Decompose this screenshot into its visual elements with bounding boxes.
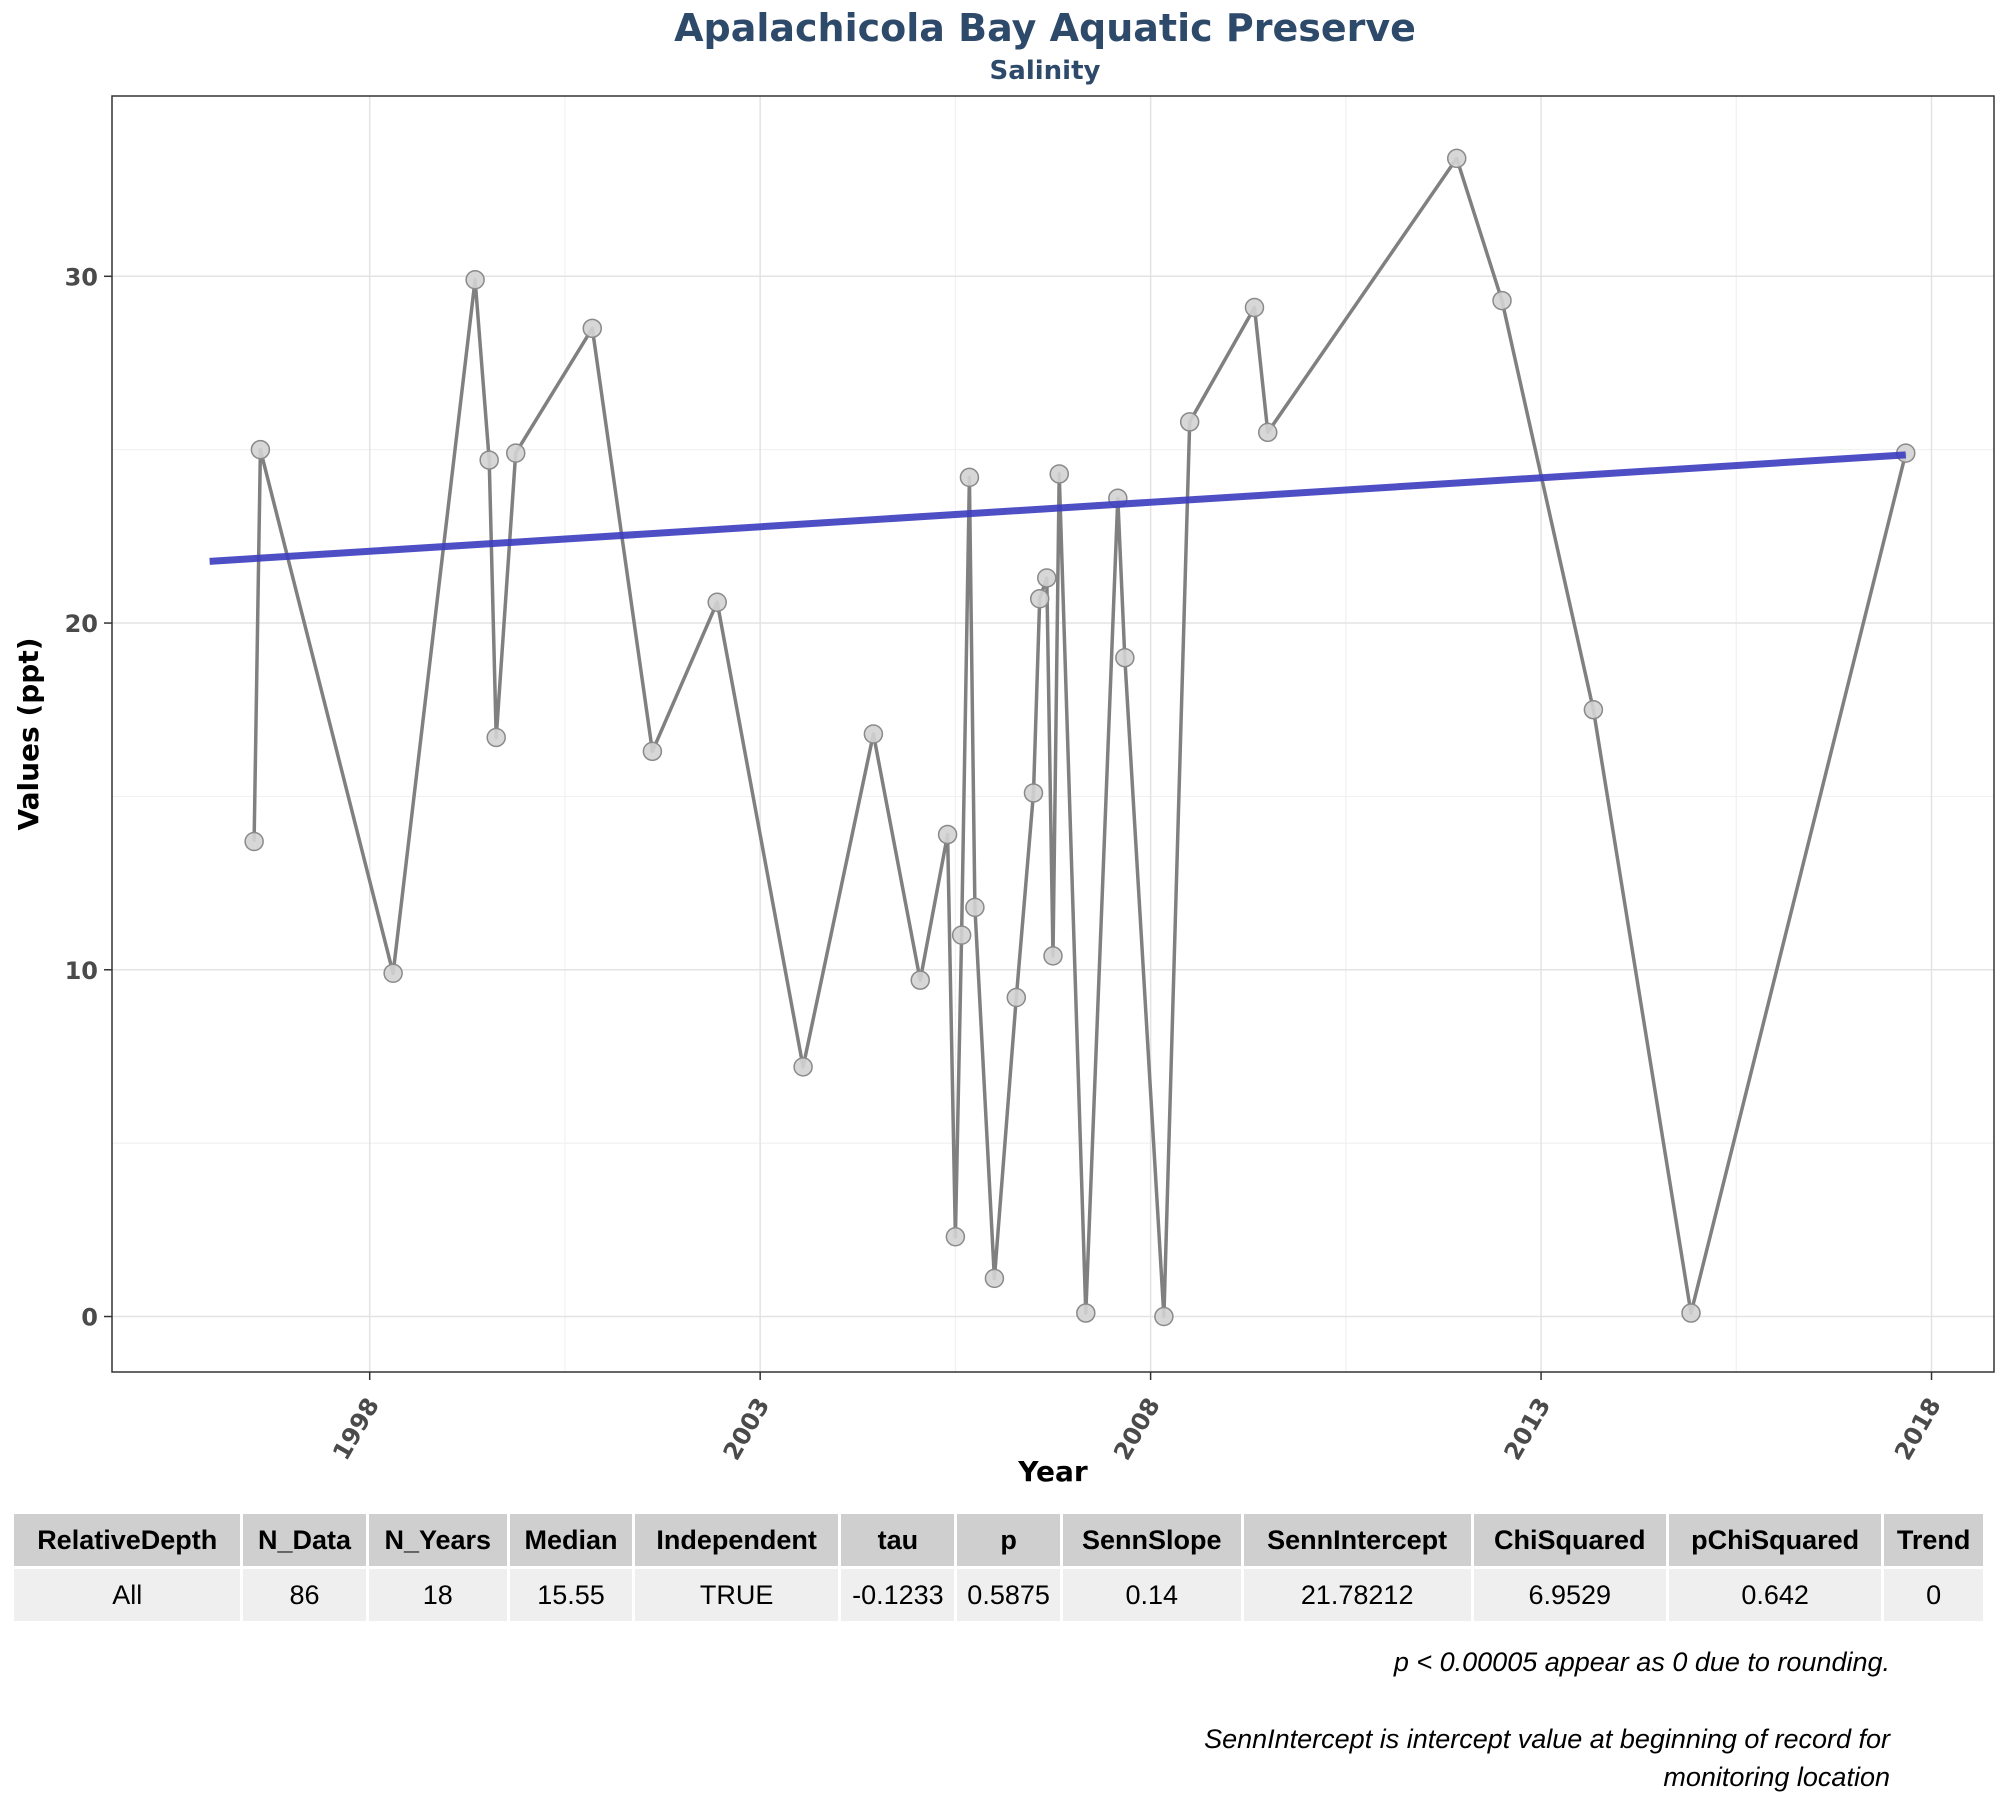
table-cell: 18 [367,1566,510,1621]
table-cell: All [14,1566,244,1621]
data-point [863,724,884,744]
data-point [383,963,403,983]
data-point [505,443,526,463]
data-point [1115,647,1135,668]
intercept-note: SennIntercept is intercept value at begi… [1204,1724,1890,1792]
table-cell: 0 [1882,1566,1986,1621]
data-point [479,450,499,470]
x-tick-label: 1998 [327,1393,385,1465]
y-tick-label: 0 [81,1304,98,1332]
y-tick-label: 10 [65,957,98,985]
data-point [959,467,980,488]
data-point [1076,1303,1096,1323]
data-point [1023,783,1044,803]
data-point [1681,1303,1701,1323]
table-header-cell: N_Years [367,1514,510,1568]
data-point [1583,699,1604,720]
data-point [984,1268,1005,1289]
data-point [1492,290,1512,311]
data-point [1446,148,1467,169]
table-cell: 0.5875 [955,1566,1063,1621]
data-point [707,592,727,612]
data-point [1029,589,1050,609]
x-tick-label: 2018 [1889,1393,1947,1465]
data-point [1037,568,1057,588]
table-header-cell: ChiSquared [1472,1514,1669,1568]
table-header-cell: SennIntercept [1242,1514,1474,1568]
table-header-cell: N_Data [241,1514,369,1568]
y-axis-title: Values (ppt) [12,637,45,830]
stats-header-row: RelativeDepth N_Data N_Years Median Independ… [14,1514,1986,1568]
table-row: All 86 18 15.55 TRUE -0.1233 0.5875 0.14 21.7821… [14,1566,1986,1621]
data-point [486,727,506,748]
table-cell: 15.55 [508,1566,636,1621]
series-layer [244,148,1916,1327]
table-header-cell: Median [508,1514,636,1568]
stats-table: RelativeDepth N_Data N_Years Median Independ… [14,1514,1986,1621]
data-point [244,831,264,852]
data-point [910,970,930,990]
trend-line [209,451,1906,565]
data-point [1258,422,1278,443]
table-header-cell: RelativeDepth [14,1514,244,1568]
data-point [642,741,663,762]
stats-body: All 86 18 15.55 TRUE -0.1233 0.5875 0.14 21.7821… [14,1566,1986,1621]
y-tick-label: 20 [65,610,98,638]
y-tick-label: 30 [65,263,98,291]
data-point [945,1227,966,1247]
data-point [465,270,485,290]
data-point [951,925,972,945]
table-cell: 86 [241,1566,369,1621]
trend-layer [209,451,1906,565]
data-point [582,318,603,339]
table-header-cell: Independent [633,1514,842,1568]
table-header-cell: pChiSquared [1667,1514,1885,1568]
data-point [1244,297,1265,318]
data-point [1154,1306,1174,1327]
table-header-cell: p [955,1514,1063,1568]
table-cell: 0.642 [1667,1566,1885,1621]
x-axis-title: Year [1017,1455,1088,1488]
table-header-cell: Trend [1882,1514,1986,1568]
y-axis-ticks: 0 10 20 30 [65,263,112,1332]
table-header-cell: SennSlope [1061,1514,1244,1568]
data-point [250,439,271,460]
data-point [793,1057,813,1077]
rounding-note: p < 0.00005 appear as 0 due to rounding. [1393,1647,1890,1677]
table-cell: 21.78212 [1242,1566,1474,1621]
plot-border [111,95,1995,1373]
data-point [1049,464,1069,484]
data-point [1179,412,1200,432]
chart-subtitle: Salinity [989,56,1101,86]
table-cell: TRUE [633,1566,842,1621]
table-cell: 0.14 [1061,1566,1244,1621]
x-tick-label: 2013 [1499,1393,1557,1465]
x-tick-label: 2003 [718,1393,776,1465]
data-point [965,897,985,918]
data-point [1006,987,1027,1008]
table-header-cell: tau [839,1514,958,1568]
x-axis-ticks: 1998 2003 2008 2013 2018 [327,1372,1947,1465]
data-point [1043,946,1063,966]
data-point [937,824,958,845]
table-cell: 6.9529 [1472,1566,1669,1621]
table-cell: -0.1233 [839,1566,958,1621]
salinity-chart: 0 10 20 30 1998 2003 2008 2013 2018 Year Values… [12,95,1995,1488]
x-tick-label: 2008 [1108,1393,1166,1465]
grid-lines [112,96,1994,1372]
chart-title: Apalachicola Bay Aquatic Preserve [674,6,1416,50]
